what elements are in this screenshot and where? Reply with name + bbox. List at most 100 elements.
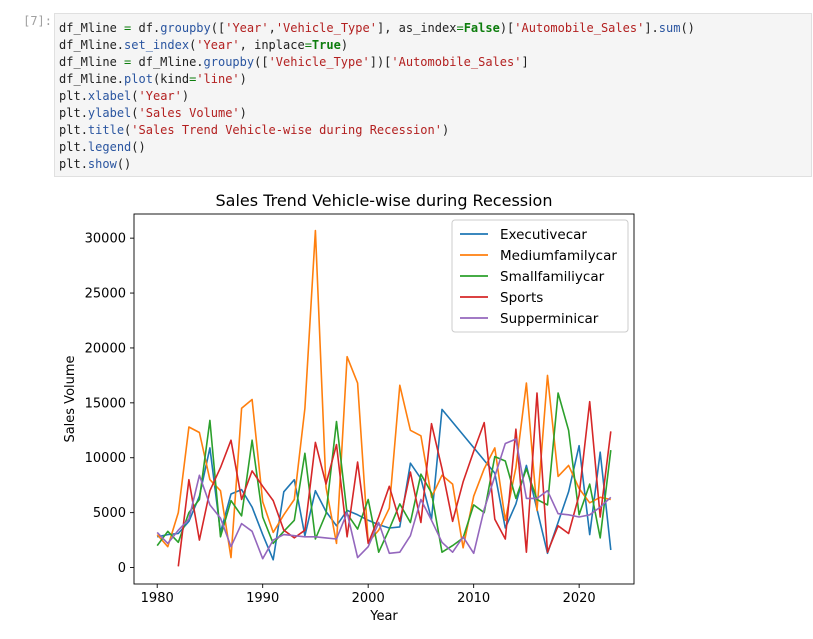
series-line-supperminicar <box>156 438 612 560</box>
code-token: ) <box>181 89 190 103</box>
code-token: () <box>131 140 146 154</box>
x-tick-label: 2000 <box>352 591 385 606</box>
code-token: ) <box>441 123 450 137</box>
x-tick-label: 2020 <box>563 591 596 606</box>
legend-label: Executivecar <box>500 227 587 243</box>
code-token: ( <box>131 106 139 120</box>
code-token: ]. <box>644 21 659 35</box>
y-tick-label: 0 <box>118 561 126 576</box>
plot-frame <box>133 213 635 585</box>
code-token: plt <box>59 123 81 137</box>
code-token: plot <box>124 72 153 86</box>
code-token: inplace <box>254 38 305 52</box>
code-token: . <box>116 72 125 86</box>
code-token: ( <box>152 72 161 86</box>
code-token: df_Mline <box>59 21 125 35</box>
code-line: plt.xlabel('Year') <box>59 88 695 105</box>
chart-title: Sales Trend Vehicle-wise during Recessio… <box>216 191 553 210</box>
code-token: 'Year' <box>138 89 182 103</box>
code-token: () <box>680 21 695 35</box>
y-tick-label: 15000 <box>85 396 126 411</box>
legend-label: Sports <box>500 290 543 306</box>
series-line-mediumfamilycar <box>156 229 611 559</box>
code-token: = <box>304 38 312 52</box>
code-token: plt <box>59 140 81 154</box>
code-token: 'line' <box>196 72 240 86</box>
cell-output: Sales Trend Vehicle-wise during Recessio… <box>54 183 812 639</box>
code-token: = <box>124 55 132 69</box>
code-token: , <box>239 38 255 52</box>
x-tick-label: 1990 <box>246 591 279 606</box>
line-chart: Sales Trend Vehicle-wise during Recessio… <box>63 191 635 624</box>
x-tick-label: 1980 <box>141 591 174 606</box>
code-token: plt <box>59 89 81 103</box>
series-line-executivecar <box>157 408 612 561</box>
code-line: plt.title('Sales Trend Vehicle-wise duri… <box>59 122 695 139</box>
y-tick-label: 5000 <box>93 506 126 521</box>
code-token: df <box>131 21 153 35</box>
code-token: ])[ <box>369 55 392 69</box>
code-token: kind <box>160 72 190 86</box>
legend-label: Smallfamiliycar <box>500 269 605 285</box>
code-line: df_Mline = df_Mline.groupby(['Vehicle_Ty… <box>59 54 695 71</box>
code-line: df_Mline.plot(kind='line') <box>59 71 695 88</box>
y-tick-label: 20000 <box>85 341 126 356</box>
y-tick-label: 30000 <box>85 232 126 247</box>
code-token: as_index <box>398 21 457 35</box>
code-token: 'Automobile_Sales' <box>391 55 522 69</box>
code-token: () <box>116 157 132 171</box>
code-token: ylabel <box>87 106 132 120</box>
code-token: ([ <box>210 21 226 35</box>
code-cell[interactable]: df_Mline = df.groupby(['Year','Vehicle_T… <box>54 13 812 177</box>
code-token: sum <box>658 21 681 35</box>
code-token: 'Vehicle_Type' <box>268 55 370 69</box>
code-token: title <box>87 123 125 137</box>
code-token: df_Mline <box>131 55 197 69</box>
code-token: groupby <box>203 55 255 69</box>
code-token: ], <box>376 21 399 35</box>
code-token: groupby <box>160 21 211 35</box>
code-token: df_Mline <box>59 55 125 69</box>
code-token: 'Sales Trend Vehicle-wise during Recessi… <box>131 123 442 137</box>
code-token: . <box>80 157 88 171</box>
code-token: 'Vehicle_Type' <box>275 21 377 35</box>
code-token: = <box>456 21 464 35</box>
code-token: . <box>80 140 88 154</box>
code-token: . <box>80 123 88 137</box>
code-token: ) <box>239 72 247 86</box>
y-tick-label: 10000 <box>85 451 126 466</box>
code-token: . <box>80 106 88 120</box>
code-token: . <box>196 55 204 69</box>
code-token: = <box>124 21 132 35</box>
code-token: 'Year' <box>196 38 240 52</box>
code-token: df_Mline <box>59 38 117 52</box>
code-token: plt <box>59 106 81 120</box>
code-token: 'Automobile_Sales' <box>514 21 645 35</box>
code-editor[interactable]: df_Mline = df.groupby(['Year','Vehicle_T… <box>59 20 695 173</box>
code-token: xlabel <box>87 89 132 103</box>
code-token: ) <box>239 106 247 120</box>
code-line: plt.legend() <box>59 139 695 156</box>
code-token: ] <box>521 55 529 69</box>
code-token: , <box>268 21 276 35</box>
code-line: plt.ylabel('Sales Volume') <box>59 105 695 122</box>
code-line: df_Mline = df.groupby(['Year','Vehicle_T… <box>59 20 695 37</box>
code-token: False <box>463 21 500 35</box>
code-token: ( <box>124 123 132 137</box>
cell-prompt: [7]: <box>23 14 52 28</box>
code-token: ) <box>340 38 349 52</box>
code-token: = <box>189 72 197 86</box>
code-token: df_Mline <box>59 72 117 86</box>
code-token: )[ <box>499 21 515 35</box>
code-token: 'Sales Volume' <box>138 106 240 120</box>
code-token: . <box>80 89 88 103</box>
code-token: ([ <box>254 55 269 69</box>
code-token: True <box>311 38 341 52</box>
x-tick-label: 2010 <box>457 591 490 606</box>
y-tick-label: 25000 <box>85 287 126 302</box>
x-axis-label: Year <box>369 609 398 624</box>
code-token: plt <box>59 157 81 171</box>
code-token: set_index <box>124 38 190 52</box>
legend-box <box>451 219 629 333</box>
legend-label: Supperminicar <box>500 311 599 327</box>
